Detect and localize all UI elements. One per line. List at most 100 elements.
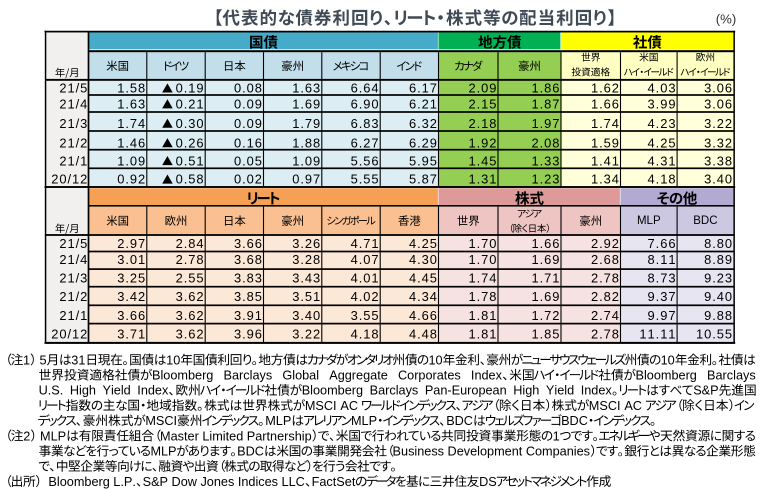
svg-text:0.08: 0.08 bbox=[234, 81, 263, 96]
svg-text:6.21: 6.21 bbox=[409, 97, 438, 112]
svg-text:1.87: 1.87 bbox=[531, 97, 560, 112]
svg-text:1: 1 bbox=[553, 429, 560, 443]
svg-text:1.66: 1.66 bbox=[531, 236, 560, 251]
svg-text:6.17: 6.17 bbox=[409, 81, 438, 96]
svg-text:1.88: 1.88 bbox=[292, 135, 321, 150]
svg-text:FactSet: FactSet bbox=[312, 475, 356, 489]
svg-text:MLP: MLP bbox=[150, 445, 176, 459]
svg-text:2.55: 2.55 bbox=[176, 270, 205, 285]
svg-text:31: 31 bbox=[71, 353, 85, 367]
svg-text:2.74: 2.74 bbox=[591, 308, 620, 323]
svg-text:4.25: 4.25 bbox=[409, 236, 438, 251]
svg-text:5.56: 5.56 bbox=[351, 153, 380, 168]
svg-text:11.11: 11.11 bbox=[639, 327, 676, 342]
svg-text:1.45: 1.45 bbox=[468, 153, 497, 168]
svg-text:2.18: 2.18 bbox=[468, 116, 497, 131]
svg-text:U.S. High Yield Index: U.S. High Yield Index bbox=[39, 384, 169, 398]
svg-text:3.62: 3.62 bbox=[176, 289, 205, 304]
svg-text:3.85: 3.85 bbox=[234, 289, 263, 304]
svg-text:1.59: 1.59 bbox=[591, 135, 620, 150]
svg-text:1.71: 1.71 bbox=[531, 270, 560, 285]
svg-text:1.66: 1.66 bbox=[591, 97, 620, 112]
svg-text:5.87: 5.87 bbox=[409, 172, 438, 187]
svg-text:8.80: 8.80 bbox=[704, 236, 733, 251]
svg-text:3.25: 3.25 bbox=[117, 270, 146, 285]
svg-text:4.66: 4.66 bbox=[409, 308, 438, 323]
svg-text:3.62: 3.62 bbox=[176, 327, 205, 342]
svg-text:3.42: 3.42 bbox=[117, 289, 146, 304]
svg-text:10: 10 bbox=[661, 353, 675, 367]
svg-text:0.09: 0.09 bbox=[234, 97, 263, 112]
svg-text:2: 2 bbox=[23, 429, 30, 443]
svg-text:MSCI AC: MSCI AC bbox=[589, 399, 646, 413]
svg-text:1: 1 bbox=[23, 353, 30, 367]
svg-text:21/1: 21/1 bbox=[59, 153, 88, 168]
svg-text:4.34: 4.34 bbox=[409, 289, 438, 304]
svg-text:6.32: 6.32 bbox=[409, 116, 438, 131]
svg-text:7.66: 7.66 bbox=[648, 236, 677, 251]
svg-text:2.82: 2.82 bbox=[591, 289, 620, 304]
svg-text:4.71: 4.71 bbox=[351, 236, 380, 251]
svg-text:1.58: 1.58 bbox=[117, 81, 146, 96]
svg-text:1.69: 1.69 bbox=[292, 97, 321, 112]
svg-text:1.92: 1.92 bbox=[468, 135, 497, 150]
svg-text:4.07: 4.07 bbox=[351, 252, 380, 267]
svg-text:1.81: 1.81 bbox=[468, 327, 497, 342]
svg-text:21/1: 21/1 bbox=[59, 308, 88, 323]
svg-text:8.11: 8.11 bbox=[648, 252, 677, 267]
svg-text:9.37: 9.37 bbox=[648, 289, 677, 304]
svg-text:20/12: 20/12 bbox=[51, 172, 88, 187]
svg-text:0.02: 0.02 bbox=[234, 172, 263, 187]
svg-text:1.72: 1.72 bbox=[531, 308, 560, 323]
svg-text:4.30: 4.30 bbox=[409, 252, 438, 267]
svg-text:3.83: 3.83 bbox=[234, 270, 263, 285]
svg-text:6.90: 6.90 bbox=[351, 97, 380, 112]
svg-text:0.05: 0.05 bbox=[234, 153, 263, 168]
svg-text:2.78: 2.78 bbox=[591, 327, 620, 342]
svg-text:1.85: 1.85 bbox=[531, 327, 560, 342]
svg-text:DS: DS bbox=[479, 475, 497, 489]
svg-text:3.62: 3.62 bbox=[176, 308, 205, 323]
svg-text:1.23: 1.23 bbox=[531, 172, 560, 187]
svg-text:21/3: 21/3 bbox=[59, 270, 88, 285]
svg-text:1.97: 1.97 bbox=[531, 116, 560, 131]
svg-text:BDC: BDC bbox=[237, 445, 264, 459]
svg-text:MLP: MLP bbox=[37, 429, 67, 443]
svg-text:4.18: 4.18 bbox=[351, 327, 380, 342]
svg-text:5: 5 bbox=[36, 353, 47, 367]
svg-text:3.22: 3.22 bbox=[704, 116, 733, 131]
svg-text:0.16: 0.16 bbox=[234, 135, 263, 150]
svg-text:1.81: 1.81 bbox=[468, 308, 497, 323]
svg-text:Bloomberg Barclays Global Aggr: Bloomberg Barclays Global Aggregate Corp… bbox=[152, 369, 503, 383]
svg-text:0.97: 0.97 bbox=[292, 172, 321, 187]
svg-text:0.09: 0.09 bbox=[234, 116, 263, 131]
svg-text:9.23: 9.23 bbox=[704, 270, 733, 285]
svg-text:(%): (%) bbox=[716, 11, 737, 26]
svg-text:5.55: 5.55 bbox=[351, 172, 380, 187]
svg-text:1.69: 1.69 bbox=[531, 252, 560, 267]
svg-text:21/5: 21/5 bbox=[59, 236, 88, 251]
svg-text:4.01: 4.01 bbox=[351, 270, 380, 285]
svg-text:2.15: 2.15 bbox=[468, 97, 497, 112]
svg-text:1.63: 1.63 bbox=[292, 81, 321, 96]
svg-text:1.79: 1.79 bbox=[292, 116, 321, 131]
svg-text:21/2: 21/2 bbox=[59, 135, 88, 150]
svg-text:3.71: 3.71 bbox=[117, 327, 146, 342]
svg-text:1.33: 1.33 bbox=[531, 153, 560, 168]
svg-text:Business Development Companies: Business Development Companies bbox=[393, 445, 590, 459]
svg-text:4.25: 4.25 bbox=[648, 135, 677, 150]
svg-text:4.31: 4.31 bbox=[648, 153, 677, 168]
svg-text:3.01: 3.01 bbox=[117, 252, 146, 267]
svg-text:2.78: 2.78 bbox=[176, 252, 205, 267]
svg-text:1.74: 1.74 bbox=[468, 270, 497, 285]
svg-text:2.68: 2.68 bbox=[591, 252, 620, 267]
svg-text:3.91: 3.91 bbox=[234, 308, 263, 323]
svg-text:3.22: 3.22 bbox=[292, 327, 321, 342]
svg-text:9.97: 9.97 bbox=[648, 308, 677, 323]
svg-text:8.89: 8.89 bbox=[704, 252, 733, 267]
svg-text:0.92: 0.92 bbox=[117, 172, 146, 187]
svg-text:21/5: 21/5 bbox=[59, 81, 88, 96]
svg-text:3.06: 3.06 bbox=[704, 81, 733, 96]
svg-text:1.09: 1.09 bbox=[117, 153, 146, 168]
svg-text:1.63: 1.63 bbox=[117, 97, 146, 112]
